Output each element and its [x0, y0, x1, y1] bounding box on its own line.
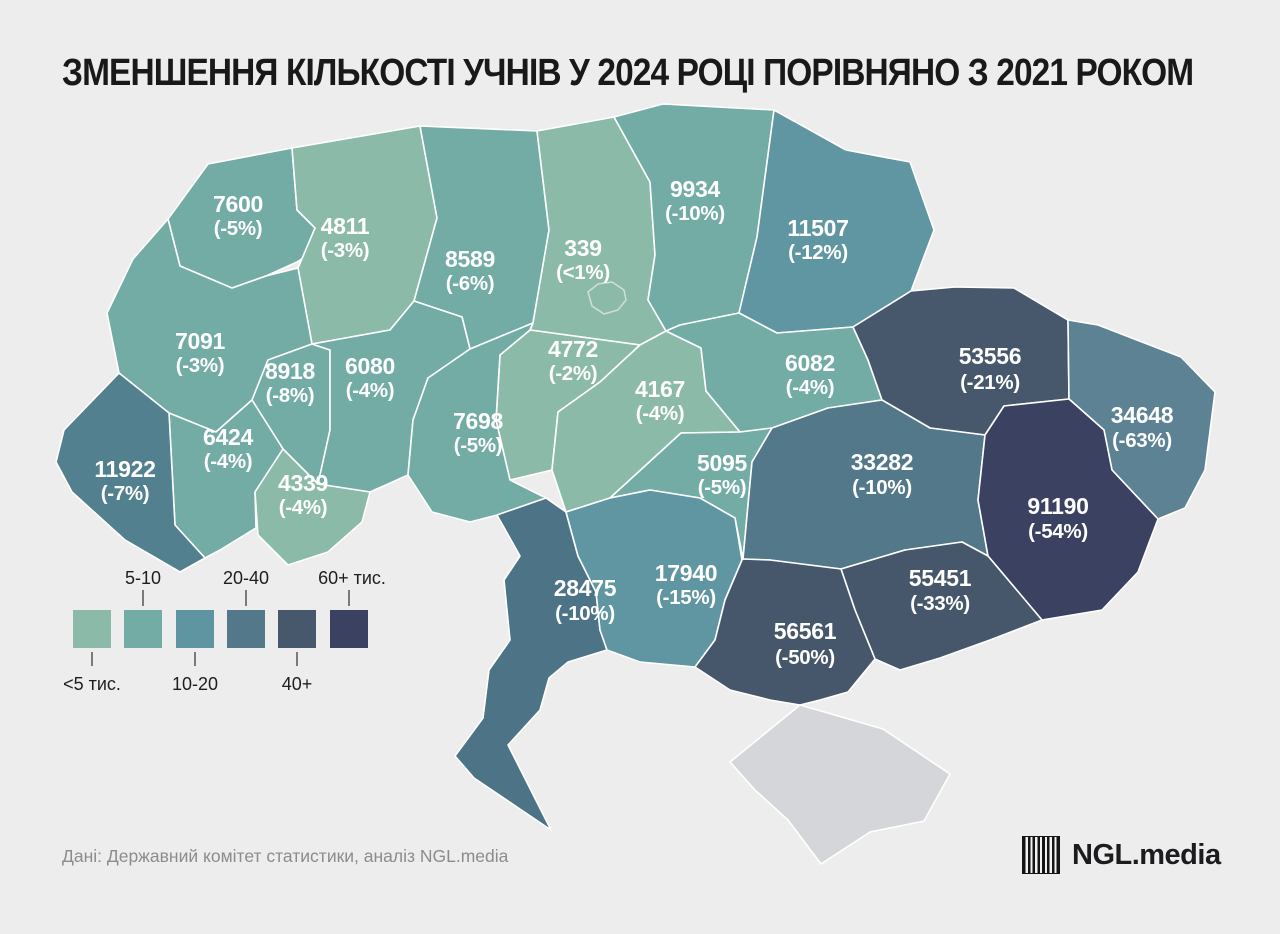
region-4339 [254, 448, 371, 566]
region-91190 [977, 398, 1159, 621]
legend-swatch-60plus [330, 610, 368, 648]
region-label-pct: (-5%) [214, 217, 263, 240]
legend-swatch-10-20 [176, 610, 214, 648]
region-label-pct: (-3%) [321, 239, 370, 262]
legend-label-40plus: 40+ [282, 674, 313, 694]
region-label-value: 55451 [909, 565, 972, 591]
region-label-pct: (-8%) [266, 384, 315, 407]
region-label-value: 28475 [554, 575, 617, 601]
ngl-media-logo-icon [1022, 836, 1060, 874]
region-label-pct: (-10%) [665, 202, 725, 225]
region-label-value: 7600 [213, 191, 263, 217]
region-label-pct: (-50%) [775, 646, 835, 669]
region-label-value: 11922 [94, 456, 155, 482]
region-label-value: 56561 [774, 618, 837, 644]
region-label-pct: (-5%) [698, 476, 747, 499]
region-label-value: 8918 [265, 358, 315, 384]
region-label-value: 33282 [851, 449, 913, 475]
region-label-pct: (-4%) [346, 379, 395, 402]
region-label-pct: (-6%) [446, 272, 495, 295]
legend-label-10-20: 10-20 [172, 674, 218, 694]
region-label-pct: (-7%) [101, 482, 150, 505]
region-label-value: 7698 [453, 408, 503, 434]
legend-label-5-10: 5-10 [125, 568, 161, 588]
legend-label-60plus: 60+ тис. [318, 568, 386, 588]
region-label-pct: (-4%) [204, 450, 253, 473]
legend-swatch-5-10 [124, 610, 162, 648]
region-label-value: 339 [564, 235, 601, 261]
region-label-value: 4167 [635, 376, 685, 402]
region-11922 [55, 372, 206, 573]
region-label-value: 17940 [655, 560, 717, 586]
region-crimea-no-data [729, 704, 951, 865]
region-label-pct: (-21%) [960, 371, 1020, 394]
kyiv-city-boundary [587, 281, 627, 315]
region-label-pct: (-4%) [786, 376, 835, 399]
region-label-pct: (-5%) [454, 434, 503, 457]
region-label-value: 91190 [1027, 493, 1088, 519]
data-source-note: Дані: Державний комітет статистики, анал… [62, 846, 509, 866]
legend: 5-10 20-40 60+ тис. <5 тис. 10-20 40+ [63, 568, 386, 694]
region-label-value: 4811 [321, 213, 370, 239]
region-label-pct: (-10%) [852, 476, 912, 499]
legend-swatch-lt5 [73, 610, 111, 648]
region-label-value: 4339 [278, 470, 328, 496]
region-label-pct: (-54%) [1028, 520, 1088, 543]
region-label-pct: (-12%) [788, 241, 848, 264]
region-label-value: 4772 [548, 336, 598, 362]
region-label-value: 8589 [445, 246, 495, 272]
region-label-pct: (-63%) [1112, 429, 1172, 452]
region-label-pct: (<1%) [556, 261, 610, 284]
region-label-pct: (-33%) [910, 592, 970, 615]
ngl-media-logo-text: NGL.media [1072, 838, 1221, 871]
region-label-pct: (-4%) [279, 496, 328, 519]
legend-label-20-40: 20-40 [223, 568, 269, 588]
region-label-value: 6424 [203, 424, 253, 450]
legend-swatch-20-40 [227, 610, 265, 648]
region-label-value: 6082 [785, 350, 835, 376]
region-label-value: 6080 [345, 353, 395, 379]
legend-label-lt5: <5 тис. [63, 674, 121, 694]
region-label-pct: (-10%) [555, 602, 615, 625]
region-label-value: 11507 [787, 215, 848, 241]
region-label-pct: (-15%) [656, 586, 716, 609]
region-label-pct: (-3%) [176, 354, 225, 377]
region-labels: 7600 (-5%) 4811 (-3%) 8589 (-6%) 339 (<1… [94, 176, 1174, 669]
region-label-value: 7091 [175, 328, 225, 354]
region-label-pct: (-2%) [549, 362, 598, 385]
region-label-value: 9934 [670, 176, 720, 202]
legend-swatch-40plus [278, 610, 316, 648]
region-label-value: 5095 [697, 450, 747, 476]
region-label-value: 53556 [959, 343, 1021, 369]
page-title: ЗМЕНШЕННЯ КІЛЬКОСТІ УЧНІВ У 2024 РОЦІ ПО… [62, 52, 1194, 94]
ngl-media-logo: NGL.media [1022, 836, 1221, 874]
region-label-pct: (-4%) [636, 402, 685, 425]
region-label-value: 34648 [1111, 402, 1174, 428]
